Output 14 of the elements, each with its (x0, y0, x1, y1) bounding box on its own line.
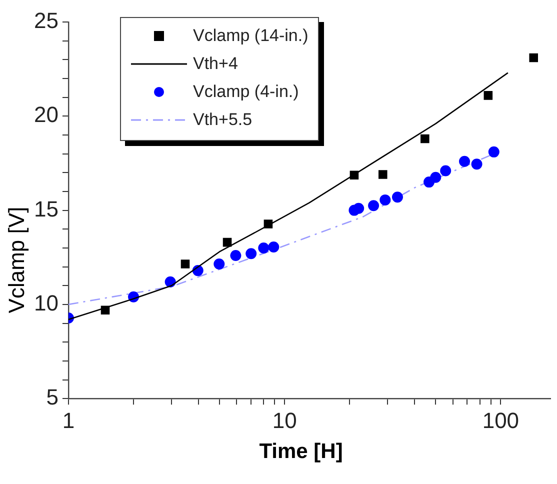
y-tick-label: 20 (34, 102, 58, 128)
legend-label: Vth+5.5 (193, 110, 252, 130)
legend-label: Vclamp (14-in.) (193, 26, 308, 46)
legend-label: Vclamp (4-in.) (193, 82, 299, 102)
y-tick-label: 25 (34, 8, 58, 34)
x-tick-label: 10 (272, 408, 297, 433)
y-axis-title: Vclamp [V] (4, 206, 30, 314)
x-tick-label: 1 (62, 408, 75, 433)
y-tick-label: 10 (34, 290, 58, 316)
y-tick-label: 15 (34, 196, 58, 222)
x-tick-label: 100 (482, 408, 520, 433)
x-axis-title: Time [H] (258, 440, 344, 464)
y-tick-label: 5 (46, 384, 58, 410)
legend-label: Vth+4 (193, 54, 238, 74)
